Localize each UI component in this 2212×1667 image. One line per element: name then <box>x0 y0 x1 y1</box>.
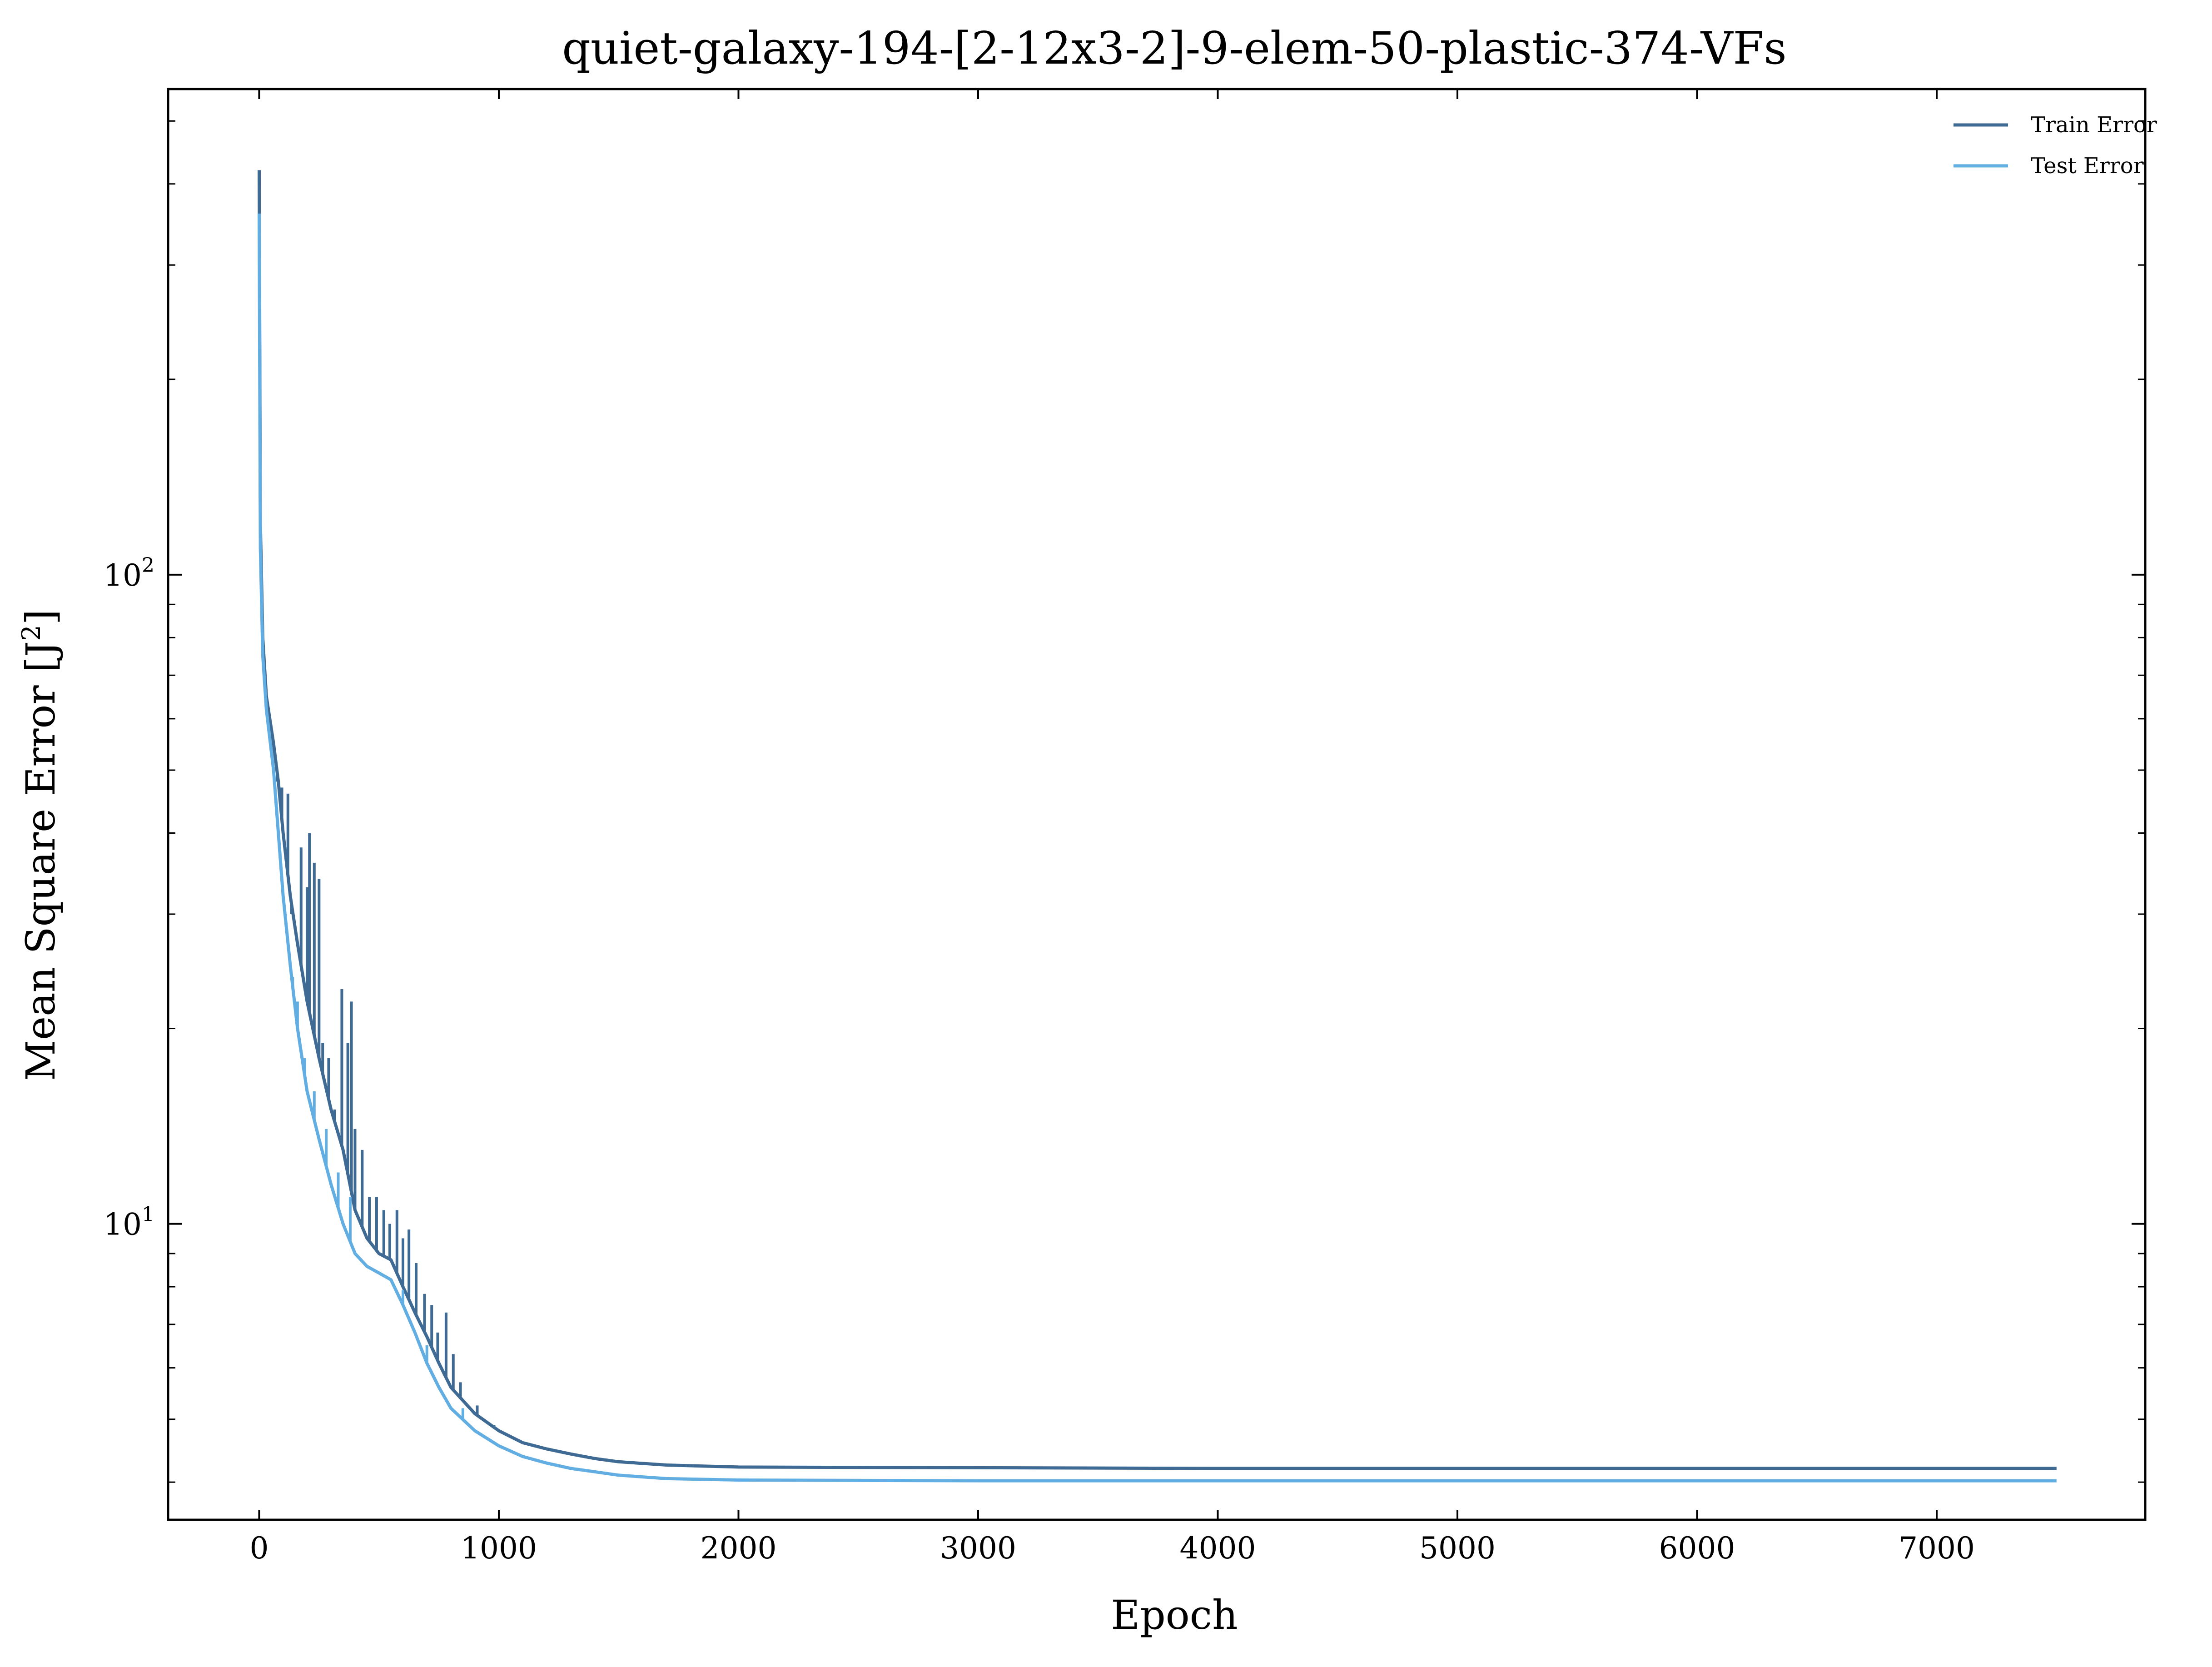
chart-title: quiet-galaxy-194-[2-12x3-2]-9-elem-50-pl… <box>562 23 1787 75</box>
legend: Train Error Test Error <box>1954 112 2157 179</box>
x-tick-label: 5000 <box>1419 1531 1496 1566</box>
y-axis-label-main: Mean Square Error [J <box>17 641 64 1081</box>
y-tick-label: 102 <box>104 554 154 593</box>
x-tick-label: 0 <box>249 1531 268 1566</box>
x-axis-label: Epoch <box>1111 1592 1238 1638</box>
x-tick-label: 4000 <box>1180 1531 1256 1566</box>
x-axis-ticks: 0 1000 2000 3000 4000 5000 6000 7000 <box>249 89 1975 1566</box>
y-axis-label-suffix: ] <box>17 609 64 625</box>
legend-label: Test Error <box>2031 153 2144 179</box>
y-tick-label: 101 <box>104 1203 154 1242</box>
series-group <box>258 170 2057 1483</box>
y-axis-label: Mean Square Error [J2] <box>17 609 64 1081</box>
x-tick-label: 3000 <box>940 1531 1016 1566</box>
series-line-0 <box>258 170 2057 1470</box>
x-tick-label: 6000 <box>1659 1531 1735 1566</box>
x-tick-label: 2000 <box>701 1531 777 1566</box>
series-line-1 <box>258 214 2057 1483</box>
plot-border <box>167 88 2147 1521</box>
legend-label: Train Error <box>2031 112 2157 138</box>
y-axis-ticks: 101 102 <box>104 120 2145 1483</box>
x-tick-label: 1000 <box>461 1531 537 1566</box>
y-axis-label-sup: 2 <box>17 625 46 641</box>
plot-frame <box>167 88 2147 1521</box>
x-tick-label: 7000 <box>1899 1531 1975 1566</box>
